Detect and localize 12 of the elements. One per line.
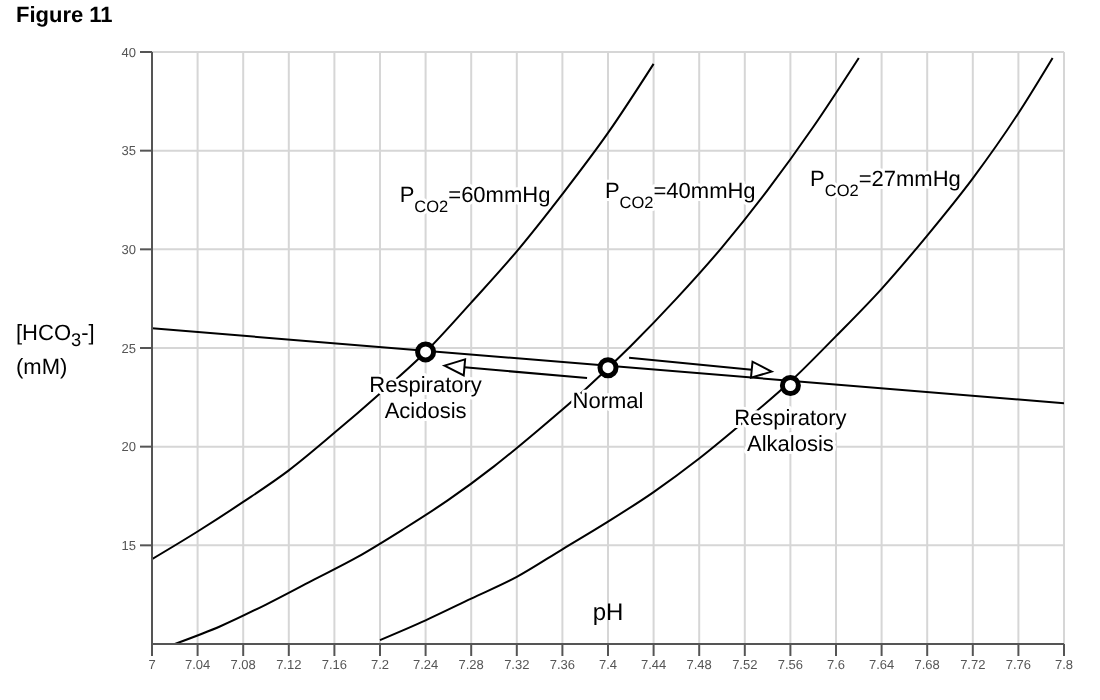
point <box>415 341 437 363</box>
annotation: Normal <box>572 389 644 414</box>
line-series <box>173 56 860 644</box>
y-axis-title: [HCO$_{3}$-] (mM) <box>16 320 95 383</box>
series-label: P$_{CO2}$=40mmHg <box>604 180 756 212</box>
series-label: P$_{CO2}$=60mmHg <box>399 184 551 216</box>
point <box>779 374 801 396</box>
chart-title: Figure 11 <box>16 4 113 28</box>
x-axis-title: pH <box>592 598 624 626</box>
series-label: P$_{CO2}$=27mmHg <box>810 168 961 200</box>
point <box>597 357 619 379</box>
line-series <box>152 62 655 561</box>
